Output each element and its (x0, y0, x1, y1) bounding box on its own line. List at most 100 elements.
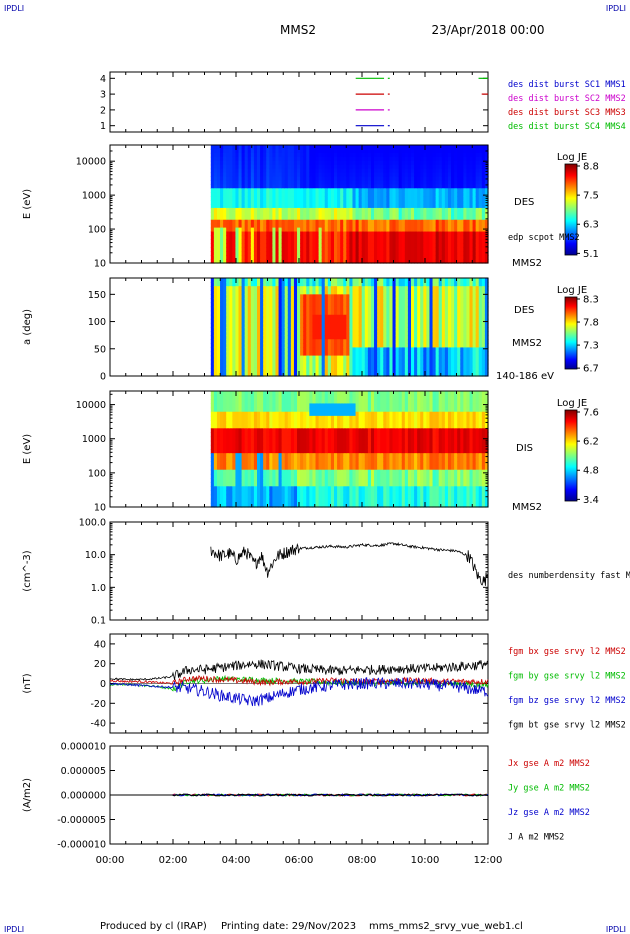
spectrogram-cell (355, 164, 360, 170)
spectrogram-cell (226, 188, 230, 193)
spectrogram-cell (466, 192, 471, 197)
spectrogram-cell (426, 355, 431, 361)
spectrogram-cell (238, 180, 243, 185)
spectrogram-cell (460, 286, 464, 291)
spectrogram-cell (303, 184, 307, 189)
spectrogram-cell (290, 180, 295, 185)
spectrogram-cell (451, 331, 455, 336)
spectrogram-cell (244, 367, 249, 373)
spectrogram-cell (284, 196, 289, 201)
spectrogram-cell (444, 282, 449, 287)
spectrogram-cell (426, 331, 431, 336)
spectrogram-cell (441, 367, 446, 373)
spectrogram-cell (361, 239, 366, 244)
spectrogram-cell (337, 286, 341, 291)
spectrogram-cell (472, 192, 477, 197)
spectrogram-cell (232, 322, 237, 328)
spectrogram-cell (213, 219, 218, 225)
spectrogram-cell (312, 327, 317, 332)
spectrogram-cell (364, 200, 369, 205)
spectrogram-cell (463, 156, 468, 162)
spectrogram-cell (337, 148, 341, 154)
spectrogram-cell (460, 145, 464, 150)
spectrogram-cell (210, 239, 215, 244)
spectrogram-cell (312, 148, 317, 154)
spectrogram-cell (352, 363, 357, 369)
spectrogram-cell (395, 168, 400, 174)
spectrogram-cell (401, 322, 406, 328)
spectrogram-cell (472, 239, 477, 244)
spectrogram-cell (364, 211, 369, 217)
spectrogram-cell (213, 231, 218, 237)
spectrogram-cell (290, 227, 295, 233)
spectrogram-cell (272, 184, 277, 189)
spectrogram-cell (235, 164, 240, 170)
spectrogram-cell (438, 331, 443, 336)
spectrogram-cell (451, 180, 455, 185)
spectrogram-cell (447, 247, 452, 252)
spectrogram-cell (337, 196, 341, 201)
spectrogram-cell (284, 192, 289, 197)
spectrogram-cell (451, 298, 455, 304)
spectrogram-cell (426, 318, 431, 324)
spectrogram-cell (269, 310, 273, 316)
spectrogram-cell (226, 318, 230, 324)
spectrogram-cell (404, 156, 409, 162)
spectrogram-cell (404, 294, 409, 300)
spectrogram-cell (454, 290, 458, 295)
spectrogram-cell (380, 164, 384, 170)
spectrogram-cell (389, 184, 394, 189)
spectrogram-cell (334, 243, 338, 248)
spectrogram-cell (447, 286, 452, 291)
spectrogram-cell (272, 145, 277, 150)
spectrogram-cell (213, 331, 218, 336)
spectrogram-cell (355, 160, 360, 166)
spectrogram-cell (481, 215, 486, 221)
spectrogram-cell (287, 371, 292, 377)
spectrogram-cell (475, 347, 480, 353)
spectrogram-cell (346, 207, 350, 213)
spectrogram-cell (253, 335, 258, 340)
spectrogram-cell (223, 188, 227, 193)
spectrogram-cell (266, 247, 270, 252)
spectrogram-cell (432, 314, 437, 320)
spectrogram-cell (441, 235, 446, 240)
spectrogram-cell (463, 200, 468, 205)
spectrogram-cell (414, 188, 418, 193)
spectrogram-cell (466, 322, 471, 328)
spectrogram-cell (380, 290, 384, 295)
spectrogram-cell (284, 322, 289, 328)
spectrogram-cell (330, 282, 335, 287)
spectrogram-cell (411, 160, 415, 166)
spectrogram-cell (392, 282, 397, 287)
spectrogram-cell (457, 200, 461, 205)
spectrogram-cell (358, 184, 363, 189)
spectrogram-cell (432, 310, 437, 316)
spectrogram-cell (457, 302, 461, 308)
spectrogram-cell (349, 359, 354, 365)
spectrogram-cell (210, 259, 215, 264)
spectrogram-cell (392, 327, 397, 332)
legend-entry: des dist burst SC2 MMS2 (508, 94, 626, 104)
spectrogram-cell (349, 327, 354, 332)
spectrogram-cell (367, 367, 372, 373)
spectrogram-cell (460, 251, 464, 256)
spectrogram-cell (303, 192, 307, 197)
spectrogram-cell (241, 343, 246, 349)
spectrogram-cell (444, 310, 449, 316)
spectrogram-cell (432, 298, 437, 304)
spectrogram-cell (324, 343, 329, 349)
spectrogram-cell (444, 359, 449, 365)
spectrogram-cell (257, 184, 261, 189)
spectrogram-cell (260, 145, 264, 150)
spectrogram-cell (411, 184, 415, 189)
spectrogram-cell (414, 215, 418, 221)
spectrogram-cell (432, 339, 437, 344)
spectrogram-cell (300, 176, 304, 181)
spectrogram-cell (278, 255, 283, 260)
spectrogram-cell (429, 192, 434, 197)
spectrogram-cell (435, 223, 440, 229)
spectrogram-cell (420, 219, 424, 225)
spectrogram-cell (229, 322, 233, 328)
spectrogram-cell (389, 219, 394, 225)
